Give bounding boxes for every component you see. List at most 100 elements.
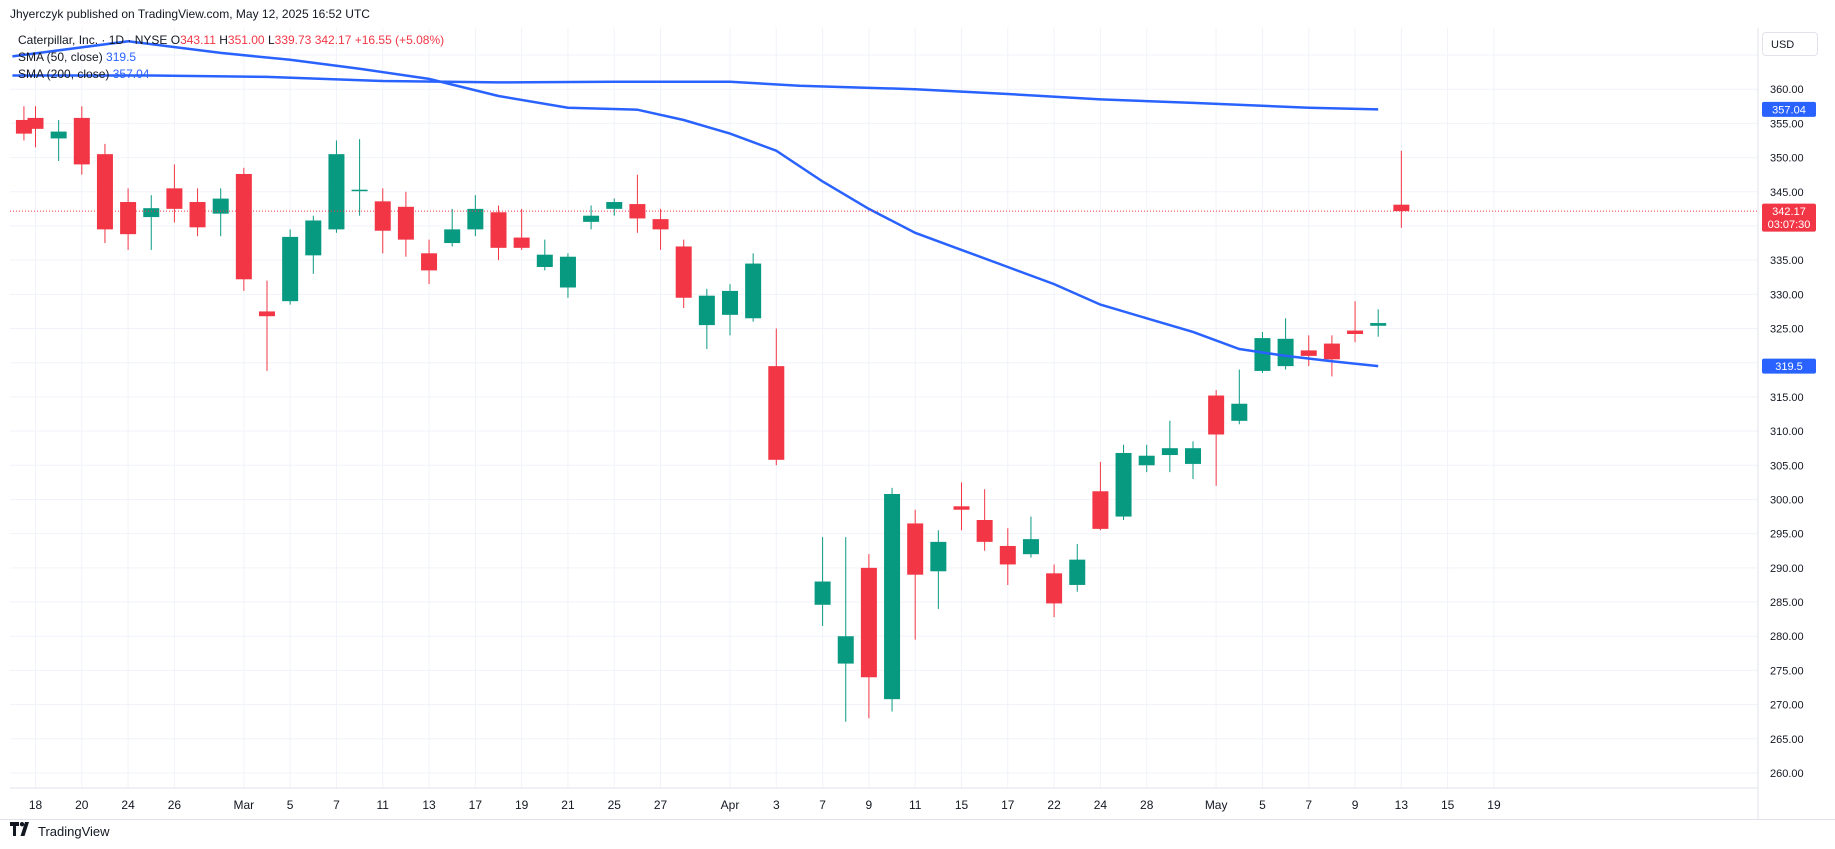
- candle-body[interactable]: [1277, 338, 1294, 367]
- x-tick-label: 20: [75, 798, 89, 812]
- candle-body[interactable]: [953, 506, 970, 510]
- x-tick-label: 15: [955, 798, 969, 812]
- candle-body[interactable]: [722, 290, 738, 315]
- candle-body[interactable]: [837, 636, 854, 664]
- sma200-legend-row[interactable]: SMA (200, close) 357.04: [18, 66, 444, 83]
- x-tick-label: 24: [1094, 798, 1108, 812]
- high-value: 351.00: [227, 33, 265, 47]
- x-tick-label: 22: [1047, 798, 1061, 812]
- candle-body[interactable]: [884, 494, 901, 700]
- candle-body[interactable]: [328, 154, 345, 230]
- sma50-label: SMA (50, close): [18, 50, 103, 64]
- candle-body[interactable]: [745, 263, 762, 319]
- published-text: Jhyerczyk published on TradingView.com, …: [10, 7, 370, 21]
- last-price-tag: 342.17: [1772, 206, 1806, 218]
- candle-body[interactable]: [1115, 452, 1132, 517]
- candle-body[interactable]: [166, 188, 183, 209]
- y-tick-label: 260.00: [1770, 768, 1804, 780]
- candle-body[interactable]: [212, 198, 229, 214]
- candle-body[interactable]: [259, 311, 275, 317]
- candle-body[interactable]: [1347, 330, 1364, 334]
- x-tick-label: Apr: [721, 798, 740, 812]
- sma200-label: SMA (200, close): [18, 67, 110, 81]
- y-tick-label: 285.00: [1770, 597, 1804, 609]
- candle-body[interactable]: [1208, 395, 1225, 435]
- candle-body[interactable]: [305, 220, 322, 256]
- candle-body[interactable]: [1069, 559, 1086, 585]
- candle-body[interactable]: [907, 523, 924, 575]
- x-tick-label: 26: [168, 798, 182, 812]
- low-value: 339.73: [274, 33, 312, 47]
- candle-body[interactable]: [930, 541, 947, 572]
- candle-body[interactable]: [1092, 491, 1109, 529]
- sma200-line[interactable]: [12, 74, 1379, 111]
- last-price-tag-countdown: 03:07:30: [1768, 219, 1811, 231]
- ohlc-legend-row[interactable]: Caterpillar, Inc. · 1D · NYSE O343.11 H3…: [18, 32, 444, 49]
- candle-body[interactable]: [351, 189, 368, 192]
- candle-body[interactable]: [397, 206, 414, 240]
- candle-body[interactable]: [513, 237, 530, 248]
- currency-selector[interactable]: USD: [1762, 32, 1818, 56]
- sma50-value: 319.5: [106, 50, 137, 64]
- price-chart[interactable]: 260.00 265.00 270.00 275.00 280.00 285.00 290.…: [0, 28, 1835, 820]
- x-tick-label: 5: [1259, 798, 1266, 812]
- candle-body[interactable]: [559, 256, 576, 288]
- x-tick-label: 9: [866, 798, 873, 812]
- y-tick-label: 315.00: [1770, 392, 1804, 404]
- sma200-value: 357.04: [112, 67, 150, 81]
- candle-body[interactable]: [467, 208, 484, 230]
- open-label: O: [170, 33, 181, 47]
- candle-body[interactable]: [1393, 204, 1410, 212]
- y-tick-label: 335.00: [1770, 255, 1804, 267]
- candle-body[interactable]: [189, 202, 206, 228]
- low-label: L: [267, 33, 275, 47]
- candle-body[interactable]: [421, 253, 438, 271]
- sma50-line[interactable]: [12, 40, 1379, 368]
- candle-body[interactable]: [50, 131, 67, 139]
- candle-body[interactable]: [583, 215, 600, 222]
- candle-body[interactable]: [143, 208, 160, 218]
- y-tick-label: 270.00: [1770, 700, 1804, 712]
- candle-body[interactable]: [374, 201, 391, 231]
- candle-body[interactable]: [96, 154, 113, 230]
- sma50-legend-row[interactable]: SMA (50, close) 319.5: [18, 49, 444, 66]
- candle-body[interactable]: [1185, 448, 1201, 464]
- candle-body[interactable]: [1161, 448, 1178, 456]
- candle-body[interactable]: [814, 581, 831, 605]
- candle-body[interactable]: [1370, 323, 1387, 326]
- candle-body[interactable]: [860, 567, 877, 678]
- candle-body[interactable]: [1231, 403, 1248, 421]
- candle-body[interactable]: [698, 295, 715, 326]
- y-tick-label: 300.00: [1770, 494, 1804, 506]
- x-tick-label: 18: [29, 798, 43, 812]
- y-tick-label: 330.00: [1770, 289, 1804, 301]
- candle-body[interactable]: [444, 229, 461, 244]
- candle-body[interactable]: [235, 173, 252, 280]
- x-tick-label: 17: [1001, 798, 1015, 812]
- footer-brand-text: TradingView: [38, 823, 110, 839]
- candle-body[interactable]: [1300, 350, 1317, 356]
- candle-body[interactable]: [1323, 343, 1340, 360]
- candle-body[interactable]: [1046, 573, 1063, 604]
- candle-body[interactable]: [1254, 338, 1271, 371]
- candle-body[interactable]: [652, 219, 669, 230]
- candle-body[interactable]: [999, 545, 1016, 565]
- x-tick-label: May: [1205, 798, 1228, 812]
- candle-body[interactable]: [1138, 455, 1155, 466]
- candle-body[interactable]: [490, 212, 507, 248]
- candle-body[interactable]: [27, 117, 44, 129]
- candle-body[interactable]: [606, 202, 623, 209]
- x-tick-label: 21: [561, 798, 575, 812]
- candle-body[interactable]: [536, 254, 553, 267]
- candle-body[interactable]: [73, 117, 90, 165]
- close-value: 342.17: [314, 33, 352, 47]
- candle-body[interactable]: [976, 519, 993, 542]
- x-tick-label: 27: [654, 798, 668, 812]
- candle-body[interactable]: [282, 236, 299, 302]
- candle-body[interactable]: [675, 246, 692, 298]
- sma200-price-tag-bg: [1762, 101, 1816, 117]
- candle-body[interactable]: [120, 202, 137, 235]
- candle-body[interactable]: [1022, 539, 1039, 555]
- x-tick-label: 15: [1441, 798, 1455, 812]
- candle-body[interactable]: [768, 366, 785, 460]
